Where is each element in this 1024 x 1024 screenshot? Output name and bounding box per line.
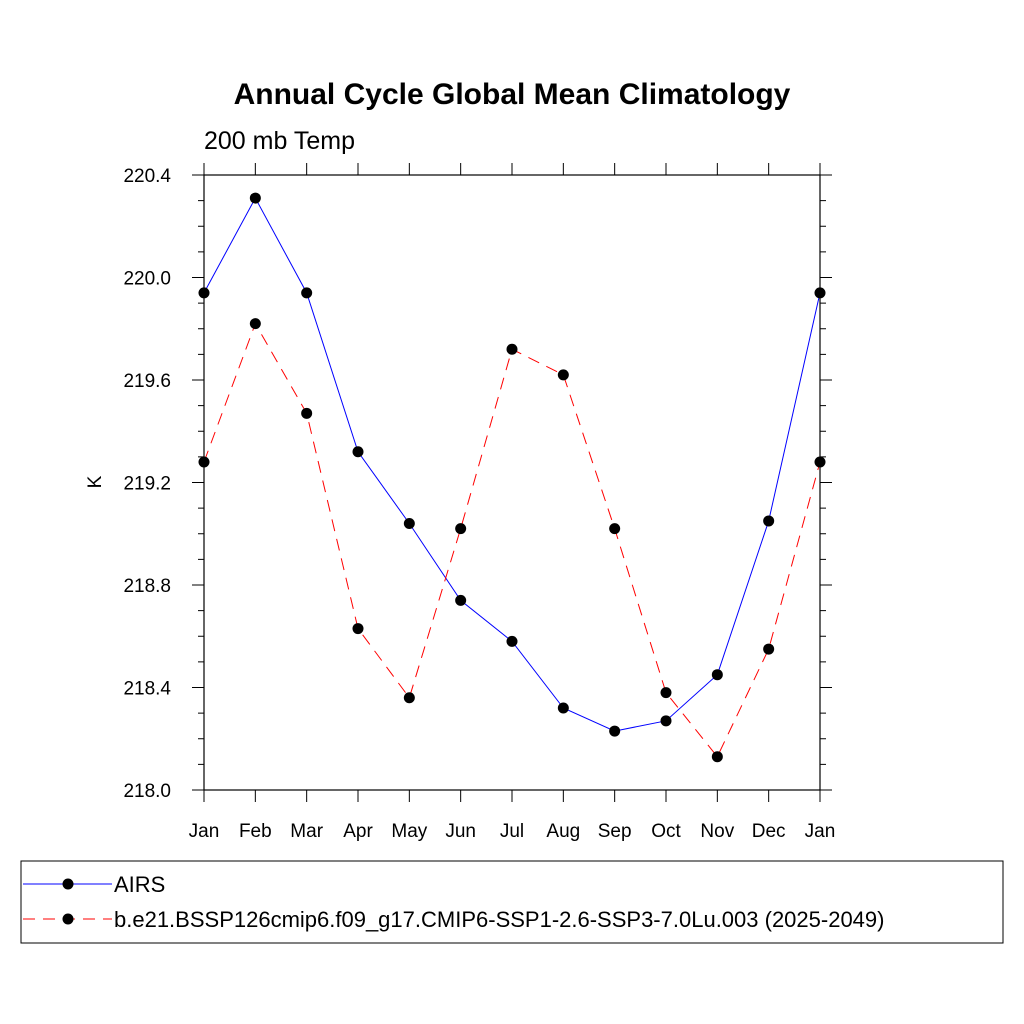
x-tick-label: Sep [598, 821, 632, 842]
data-point [301, 407, 313, 419]
legend-marker [62, 878, 74, 890]
y-tick-label: 218.0 [123, 781, 171, 802]
series-line-1 [203, 322, 821, 758]
y-tick-label: 220.4 [123, 166, 171, 187]
data-point [814, 287, 826, 299]
legend: AIRS b.e21.BSSP126cmip6.f09_g17.CMIP6-SSP… [23, 872, 884, 932]
x-tick-label: Jul [500, 821, 524, 842]
plot-frame [203, 174, 821, 791]
chart-title: Annual Cycle Global Mean Climatology [234, 78, 791, 111]
data-point [763, 515, 775, 527]
y-tick-label: 220.0 [123, 269, 171, 290]
data-point [352, 446, 364, 458]
data-point [506, 635, 518, 647]
data-point [301, 287, 313, 299]
data-point [814, 456, 826, 468]
series-line-0 [203, 197, 821, 732]
series-markers [198, 192, 826, 763]
axis-ticks [192, 163, 832, 802]
x-tick-label: May [391, 821, 427, 842]
data-point [403, 518, 415, 529]
data-point [711, 751, 723, 763]
data-point [557, 369, 569, 381]
data-point [198, 456, 210, 468]
series-lines [203, 197, 821, 758]
y-tick-label: 219.6 [123, 371, 171, 392]
y-tick-label: 218.8 [123, 576, 171, 597]
legend-label: b.e21.BSSP126cmip6.f09_g17.CMIP6-SSP1-2.… [114, 907, 884, 932]
data-point [403, 692, 415, 704]
data-point [198, 287, 210, 299]
x-tick-label: Apr [343, 821, 373, 842]
data-point [609, 523, 621, 535]
data-point [249, 318, 261, 330]
data-point [506, 343, 518, 355]
data-point [455, 594, 467, 606]
axis-tick-labels: Jan Feb Mar Apr May Jun Jul Aug Sep Oct Nov Dec Jan 2… [123, 166, 835, 842]
chart-subtitle: 200 mb Temp [204, 127, 355, 155]
data-point [660, 687, 672, 699]
x-tick-label: Oct [651, 821, 681, 842]
data-point [609, 725, 621, 737]
x-tick-label: Feb [239, 821, 272, 842]
x-tick-label: Dec [752, 821, 786, 842]
x-tick-label: Jan [805, 821, 836, 842]
data-point [711, 669, 723, 681]
legend-box [20, 860, 1004, 944]
data-point [249, 192, 261, 204]
x-tick-label: Jun [445, 821, 476, 842]
data-point [660, 715, 672, 727]
x-tick-label: Nov [700, 821, 734, 842]
y-tick-label: 219.2 [123, 474, 171, 495]
data-point [763, 643, 775, 655]
x-tick-label: Jan [189, 821, 220, 842]
legend-marker [62, 913, 74, 925]
y-tick-label: 218.4 [123, 679, 171, 700]
y-axis-label: K [85, 475, 106, 488]
data-point [557, 702, 569, 714]
x-tick-label: Aug [546, 821, 580, 842]
data-point [455, 523, 467, 535]
legend-label: AIRS [114, 872, 165, 897]
x-tick-label: Mar [290, 821, 323, 842]
data-point [352, 623, 364, 635]
